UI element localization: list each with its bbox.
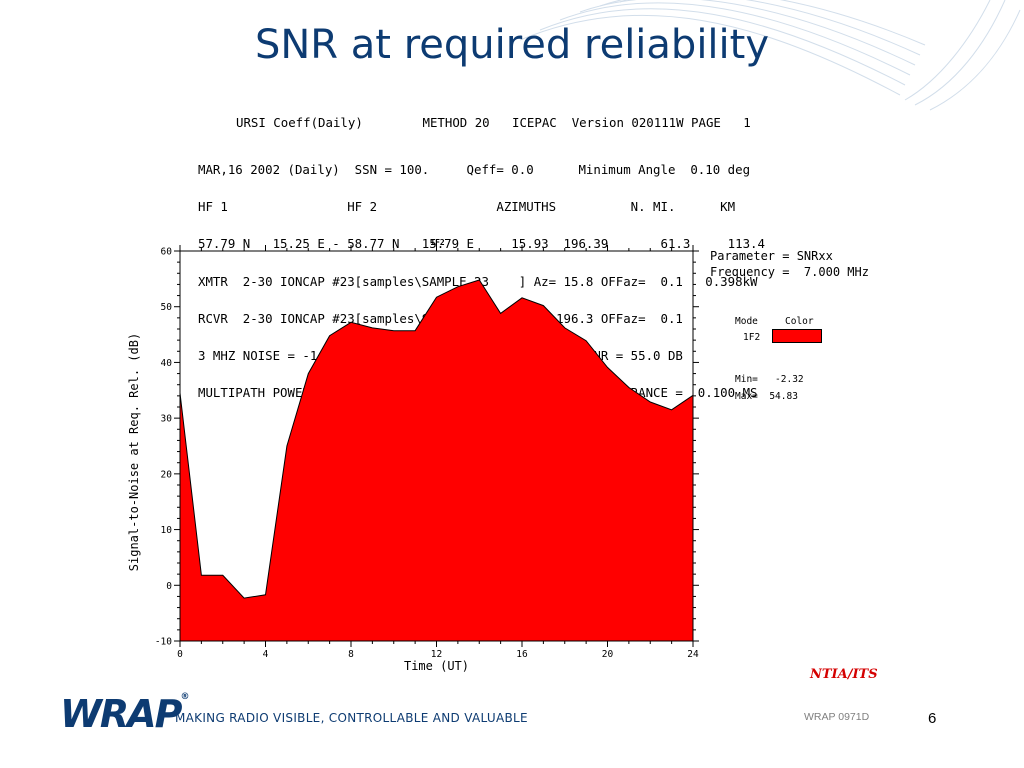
legend-mode-header: Mode — [735, 316, 758, 327]
x-tick-label: 4 — [263, 649, 269, 660]
y-tick-label: 50 — [161, 302, 173, 313]
tagline: MAKING RADIO VISIBLE, CONTROLLABLE AND V… — [175, 711, 528, 725]
x-tick-label: 24 — [687, 649, 699, 660]
y-tick-label: 60 — [161, 247, 173, 258]
x-tick-label: 8 — [348, 649, 354, 660]
x-tick-label: 0 — [177, 649, 183, 660]
wrap-logo: WRAP® — [60, 692, 189, 736]
parameter-label: Parameter = SNRxx — [710, 249, 833, 263]
y-tick-label: 20 — [161, 469, 173, 480]
x-tick-label: 16 — [516, 649, 528, 660]
series-area-1f2 — [179, 279, 694, 642]
document-reference: WRAP 0971D — [804, 711, 870, 723]
header-line: MAR,16 2002 (Daily) SSN = 100. Qeff= 0.0… — [198, 162, 751, 178]
y-axis-label: Signal-to-Noise at Req. Rel. (dB) — [127, 333, 141, 571]
y-tick-label: 0 — [166, 581, 172, 592]
y-tick-label: 10 — [161, 525, 173, 536]
y-tick-label: -10 — [155, 637, 172, 648]
legend-color-header: Color — [785, 316, 814, 327]
legend-color-swatch — [772, 329, 822, 343]
wrap-logo-text: WRAP — [60, 692, 182, 736]
x-axis-label: Time (UT) — [404, 659, 469, 673]
header-line: URSI Coeff(Daily) METHOD 20 ICEPAC Versi… — [236, 114, 751, 130]
slide-title: SNR at required reliability — [254, 22, 770, 68]
ntia-its-credit: NTIA/ITS — [810, 667, 878, 682]
min-value: Min= -2.32 — [735, 374, 804, 385]
page-number: 6 — [928, 710, 937, 727]
frequency-label: Frequency = 7.000 MHz — [710, 265, 869, 279]
header-line: HF 1 HF 2 AZIMUTHS N. MI. KM — [198, 199, 736, 215]
max-value: Max= 54.83 — [735, 391, 798, 402]
registered-mark: ® — [180, 692, 190, 702]
chart-title: 1F2 — [430, 238, 445, 247]
header-line: XMTR 2-30 IONCAP #23[samples\SAMPLE.23 ]… — [198, 273, 758, 289]
x-tick-label: 20 — [602, 649, 614, 660]
x-tick-label: 12 — [431, 649, 442, 660]
y-tick-label: 40 — [161, 358, 173, 369]
y-tick-label: 30 — [161, 414, 173, 425]
legend-mode-1f2: 1F2 — [743, 332, 761, 343]
header-line: 57.79 N 15.25 E - 58.77 N 15.79 E 15.93 … — [198, 236, 765, 252]
